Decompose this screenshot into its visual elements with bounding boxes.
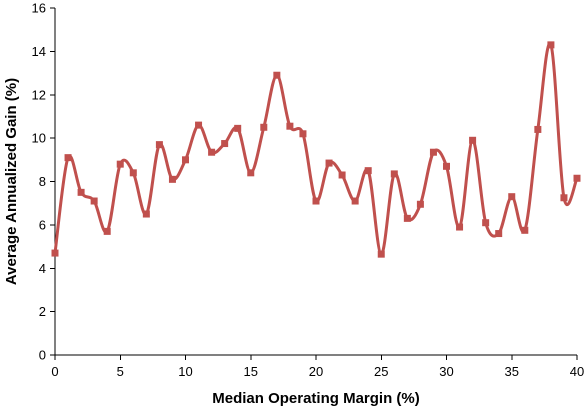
- data-markers: [51, 41, 581, 258]
- data-point: [521, 226, 529, 234]
- x-axis-ticks: 0 5 10 15 20 25 30 35 40: [51, 355, 584, 379]
- data-point: [508, 193, 516, 201]
- data-point: [286, 122, 294, 130]
- y-tick-label: 10: [32, 131, 46, 146]
- data-point: [182, 156, 189, 164]
- data-point: [469, 136, 477, 144]
- data-point: [129, 169, 137, 177]
- y-tick-label: 0: [39, 348, 46, 363]
- x-tick-label: 0: [51, 364, 58, 379]
- data-point: [77, 188, 85, 196]
- data-point: [103, 227, 111, 235]
- data-point: [429, 148, 437, 156]
- y-axis-title: Average Annualized Gain (%): [3, 78, 20, 285]
- data-point: [573, 174, 581, 182]
- x-tick-label: 35: [505, 364, 519, 379]
- data-point: [364, 167, 372, 175]
- y-axis-ticks: 0 2 4 6 8 10 12 14 16: [32, 1, 55, 363]
- x-tick-label: 20: [309, 364, 323, 379]
- data-point: [221, 140, 229, 148]
- y-tick-label: 4: [39, 261, 46, 276]
- data-point: [234, 124, 242, 132]
- data-point: [456, 223, 464, 231]
- y-tick-label: 14: [32, 44, 46, 59]
- data-point: [390, 170, 398, 178]
- data-point: [64, 154, 72, 162]
- data-point: [403, 214, 411, 222]
- data-point: [168, 175, 176, 183]
- data-point: [416, 200, 424, 208]
- data-point: [247, 169, 255, 177]
- data-point: [51, 249, 59, 257]
- data-point: [325, 159, 333, 167]
- x-tick-label: 15: [244, 364, 258, 379]
- x-tick-label: 30: [439, 364, 453, 379]
- data-point: [495, 230, 503, 238]
- data-point: [338, 171, 346, 179]
- data-point: [299, 130, 307, 138]
- y-tick-label: 2: [39, 304, 46, 319]
- y-tick-label: 6: [39, 217, 46, 232]
- x-tick-label: 10: [178, 364, 192, 379]
- data-point: [482, 219, 490, 227]
- data-point: [142, 210, 150, 218]
- data-point: [351, 197, 359, 205]
- data-point: [534, 125, 542, 133]
- y-tick-label: 12: [32, 87, 46, 102]
- x-tick-label: 25: [374, 364, 388, 379]
- data-point: [155, 141, 163, 149]
- y-tick-label: 8: [39, 174, 46, 189]
- data-point: [208, 148, 216, 156]
- x-axis-title: Median Operating Margin (%): [212, 390, 420, 407]
- data-point: [116, 160, 124, 168]
- data-point: [377, 250, 385, 258]
- data-point: [547, 41, 555, 49]
- x-tick-label: 5: [117, 364, 124, 379]
- data-point: [195, 121, 203, 129]
- data-point: [273, 71, 281, 79]
- data-point: [260, 123, 268, 131]
- y-tick-label: 16: [32, 1, 46, 16]
- data-point: [90, 197, 98, 205]
- data-point: [312, 197, 320, 205]
- series-line: [53, 42, 579, 256]
- data-point: [560, 194, 568, 202]
- data-point: [443, 162, 450, 170]
- x-tick-label: 40: [570, 364, 584, 379]
